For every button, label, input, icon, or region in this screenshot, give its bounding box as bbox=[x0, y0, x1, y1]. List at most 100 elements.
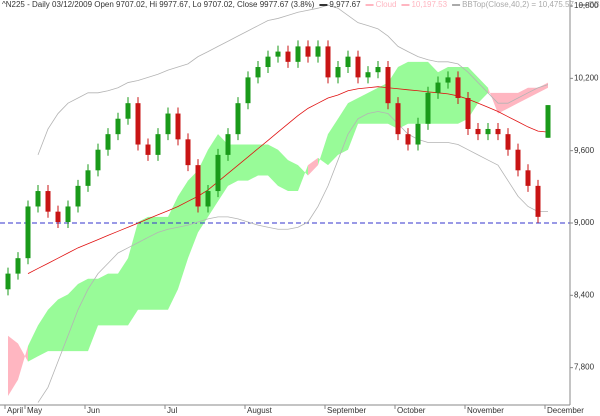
candle-body bbox=[155, 134, 161, 155]
candle-body bbox=[145, 144, 151, 155]
candle-body bbox=[175, 113, 181, 140]
candle-body bbox=[545, 105, 551, 138]
candle-body bbox=[415, 123, 421, 145]
cloud-segment bbox=[18, 343, 28, 380]
candle-body bbox=[295, 46, 301, 62]
candle-body bbox=[445, 77, 451, 83]
y-tick-label: 10,800 bbox=[574, 1, 599, 10]
candle-body bbox=[475, 128, 481, 135]
candle-body bbox=[335, 67, 341, 78]
candle-body bbox=[5, 273, 11, 290]
x-tick-label: April bbox=[7, 406, 23, 415]
candle-body bbox=[285, 51, 291, 62]
candle-body bbox=[455, 77, 461, 98]
candle-body bbox=[165, 113, 171, 135]
candle-body bbox=[245, 77, 251, 104]
candle-body bbox=[465, 97, 471, 129]
candle-body bbox=[265, 56, 271, 68]
candle-body bbox=[55, 211, 61, 223]
legend-label: BBTop(Close,40,2) = 10,475.57 bbox=[462, 0, 574, 9]
candle-body bbox=[405, 134, 411, 145]
x-tick-label: May bbox=[27, 406, 42, 415]
candle-body bbox=[525, 170, 531, 186]
candle-body bbox=[535, 185, 541, 217]
legend-label: ^N225 - Daily 03/12/2009 Open 9707.02, H… bbox=[2, 0, 315, 9]
cloud-segment bbox=[168, 196, 178, 310]
cloud-segment bbox=[28, 325, 38, 362]
cloud-segment bbox=[298, 165, 308, 192]
candle-body bbox=[255, 67, 261, 78]
candle-body bbox=[345, 56, 351, 68]
x-tick-label: December bbox=[547, 406, 584, 415]
candle-body bbox=[135, 103, 141, 145]
cloud-segment bbox=[8, 335, 18, 396]
candle-body bbox=[115, 118, 121, 135]
cloud-segment bbox=[328, 118, 338, 166]
candle-body bbox=[215, 154, 221, 192]
y-tick-label: 7,800 bbox=[574, 363, 595, 372]
candle-body bbox=[85, 170, 91, 186]
legend-label: 10,197.53 bbox=[411, 0, 447, 9]
cloud-segment bbox=[488, 87, 498, 114]
candle-body bbox=[35, 191, 41, 207]
cloud-segment bbox=[308, 157, 318, 176]
candle-body bbox=[375, 67, 381, 73]
candle-body bbox=[395, 103, 401, 135]
cloud-segment bbox=[158, 216, 168, 310]
cloud-segment bbox=[58, 294, 68, 352]
y-tick-label: 9,600 bbox=[574, 146, 595, 155]
candle-body bbox=[385, 67, 391, 104]
candle-body bbox=[205, 191, 211, 207]
candle-body bbox=[325, 46, 331, 78]
cloud-segment bbox=[318, 134, 328, 166]
cloud-segment bbox=[148, 216, 158, 310]
candle-body bbox=[365, 72, 371, 78]
cloud-segment bbox=[128, 222, 138, 326]
candle-body bbox=[15, 258, 21, 274]
cloud-segment bbox=[118, 258, 128, 326]
cloud-segment bbox=[88, 278, 98, 352]
candle-body bbox=[65, 206, 71, 223]
x-tick-label: November bbox=[467, 406, 504, 415]
candle-body bbox=[515, 149, 521, 171]
candle-body bbox=[495, 128, 501, 135]
candle-body bbox=[225, 134, 231, 155]
candle-body bbox=[95, 149, 101, 171]
x-tick-label: Jun bbox=[87, 406, 100, 415]
candle-body bbox=[505, 134, 511, 150]
indicator-line bbox=[37, 4, 549, 156]
candle-body bbox=[105, 134, 111, 150]
candle-body bbox=[305, 46, 311, 57]
candle-body bbox=[25, 206, 31, 259]
cloud-segment bbox=[358, 92, 368, 124]
indicator-line bbox=[37, 111, 548, 403]
x-tick-label: Jul bbox=[167, 406, 177, 415]
candle-body bbox=[195, 165, 201, 207]
y-tick-label: 10,200 bbox=[574, 73, 599, 82]
x-tick-label: August bbox=[247, 406, 273, 415]
candle-body bbox=[75, 185, 81, 207]
candle-body bbox=[355, 56, 361, 78]
cloud-segment bbox=[348, 97, 358, 150]
legend-label: BBBot(Close,40,2) = 9,241.62 bbox=[589, 0, 600, 9]
cloud-segment bbox=[78, 278, 88, 352]
cloud-segment bbox=[68, 283, 78, 352]
cloud-segment bbox=[338, 103, 348, 155]
cloud-segment bbox=[38, 309, 48, 357]
cloud-segment bbox=[248, 144, 258, 181]
indicator-line bbox=[27, 86, 549, 274]
cloud-segment bbox=[178, 180, 188, 290]
y-tick-label: 9,000 bbox=[574, 218, 595, 227]
cloud-segment bbox=[408, 61, 418, 124]
legend-label: 9,977.67 bbox=[329, 0, 361, 9]
x-tick-label: September bbox=[327, 406, 366, 415]
cloud-segment bbox=[268, 144, 278, 186]
cloud-segment bbox=[288, 160, 298, 192]
cloud-segment bbox=[528, 87, 538, 98]
plot-area bbox=[0, 4, 570, 403]
y-tick-label: 8,400 bbox=[574, 290, 595, 299]
cloud-segment bbox=[138, 216, 148, 310]
cloud-segment bbox=[98, 273, 108, 326]
